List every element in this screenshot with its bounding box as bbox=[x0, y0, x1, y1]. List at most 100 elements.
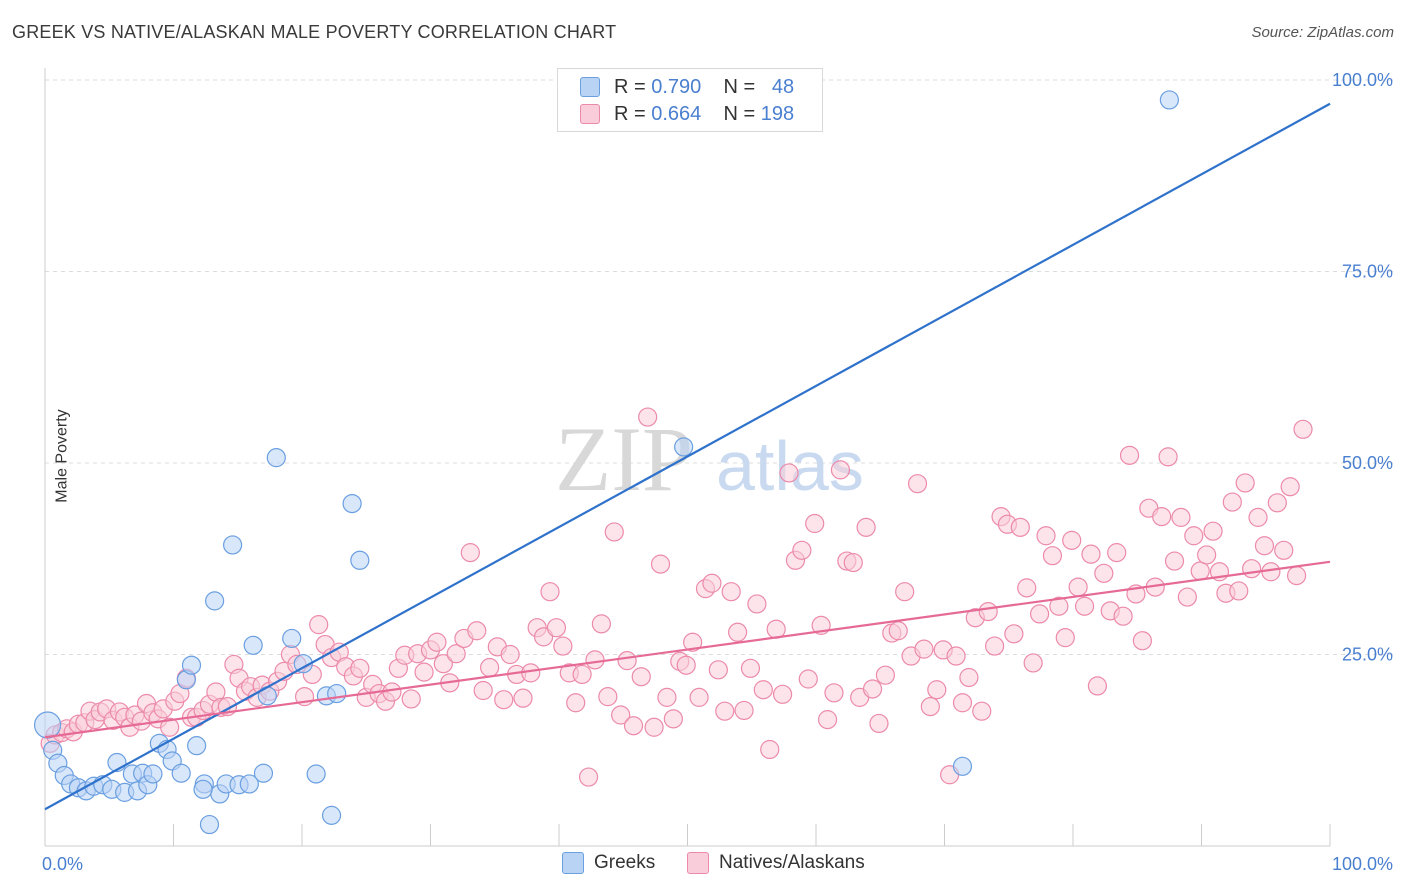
native-point bbox=[1286, 566, 1307, 586]
native-point bbox=[1081, 544, 1101, 564]
native-point bbox=[427, 632, 447, 652]
native-point bbox=[480, 657, 500, 678]
native-point bbox=[779, 463, 799, 483]
native-point bbox=[1152, 507, 1172, 527]
native-point bbox=[927, 680, 947, 700]
native-point bbox=[1235, 473, 1255, 493]
native-point bbox=[747, 594, 767, 614]
greek-point bbox=[952, 756, 973, 776]
native-point bbox=[553, 636, 573, 656]
legend-row-greeks: R = 0.790 N = 48 bbox=[580, 75, 794, 99]
tick-labels: 25.0% 50.0% 75.0% 100.0% 0.0% 100.0% bbox=[42, 70, 1393, 874]
greek-point bbox=[33, 711, 62, 739]
native-point bbox=[1017, 578, 1037, 598]
legend-r-greeks: 0.790 bbox=[651, 75, 702, 98]
native-point bbox=[382, 682, 402, 702]
greek-point bbox=[205, 591, 225, 611]
native-point bbox=[513, 688, 533, 708]
native-point bbox=[611, 705, 631, 725]
native-point bbox=[414, 662, 434, 682]
native-point bbox=[1023, 653, 1043, 673]
native-point bbox=[1190, 561, 1210, 581]
legend: R = 0.790 N = 48 R = 0.664 N = 198 bbox=[557, 68, 823, 132]
native-point bbox=[862, 679, 883, 699]
native-point bbox=[792, 540, 812, 560]
native-point bbox=[160, 717, 180, 737]
native-point bbox=[598, 687, 618, 707]
legend-n-natives: 198 bbox=[760, 102, 795, 125]
native-point bbox=[702, 573, 722, 593]
native-point bbox=[1248, 507, 1268, 527]
greek-point bbox=[181, 655, 202, 675]
native-point bbox=[728, 622, 748, 642]
greek-point bbox=[171, 763, 191, 783]
native-point bbox=[578, 767, 599, 787]
chart-title: GREEK VS NATIVE/ALASKAN MALE POVERTY COR… bbox=[12, 22, 617, 42]
native-point bbox=[1087, 676, 1108, 696]
bottom-label-greeks: Greeks bbox=[594, 852, 656, 873]
native-point bbox=[1280, 477, 1300, 497]
native-point bbox=[869, 713, 889, 734]
native-point bbox=[546, 618, 567, 638]
native-point bbox=[817, 710, 838, 730]
native-point bbox=[644, 717, 664, 737]
native-point bbox=[650, 554, 671, 574]
native-point bbox=[1062, 530, 1082, 550]
native-point bbox=[907, 474, 928, 494]
native-point bbox=[433, 654, 453, 674]
greek-point bbox=[674, 437, 694, 457]
native-point bbox=[888, 621, 908, 641]
native-point bbox=[959, 667, 979, 688]
native-point bbox=[1132, 631, 1152, 651]
native-point bbox=[623, 716, 644, 736]
legend-r-label: R = bbox=[614, 102, 646, 125]
native-point bbox=[1074, 596, 1095, 616]
native-point bbox=[1274, 540, 1294, 560]
native-point bbox=[1184, 526, 1204, 546]
native-point bbox=[350, 658, 370, 678]
native-point bbox=[638, 407, 658, 427]
native-point bbox=[721, 582, 741, 602]
native-point bbox=[1049, 596, 1069, 616]
native-point bbox=[631, 667, 651, 687]
native-point bbox=[1004, 624, 1024, 644]
greek-point bbox=[243, 635, 263, 655]
greek-point bbox=[193, 779, 213, 799]
native-point bbox=[1119, 445, 1140, 465]
native-trendline bbox=[44, 560, 1331, 739]
native-point bbox=[1254, 536, 1275, 556]
native-point bbox=[1042, 546, 1063, 566]
y-tick-label: 50.0% bbox=[1342, 453, 1393, 473]
native-point bbox=[689, 687, 709, 707]
native-point bbox=[494, 690, 514, 710]
native-point bbox=[895, 582, 915, 602]
legend-r-label: R = bbox=[614, 75, 646, 98]
watermark: ZIP atlas bbox=[555, 408, 864, 510]
native-point bbox=[972, 701, 992, 721]
native-point bbox=[1203, 521, 1223, 541]
greek-point bbox=[327, 683, 347, 704]
native-point bbox=[734, 700, 754, 721]
greek-point bbox=[350, 550, 370, 570]
bottom-swatch-natives bbox=[687, 852, 709, 874]
y-tick-label: 75.0% bbox=[1342, 262, 1393, 282]
legend-n-label: N = bbox=[723, 102, 756, 125]
native-point bbox=[446, 644, 466, 664]
greek-point bbox=[253, 763, 274, 783]
greek-point bbox=[306, 764, 326, 784]
native-point bbox=[657, 687, 677, 707]
native-point bbox=[830, 460, 851, 480]
native-point bbox=[914, 639, 934, 659]
watermark-zip: ZIP bbox=[555, 408, 693, 510]
native-point bbox=[798, 669, 818, 689]
legend-r-natives: 0.664 bbox=[651, 102, 702, 125]
bottom-label-natives: Natives/Alaskans bbox=[719, 852, 865, 873]
native-point bbox=[875, 665, 895, 685]
native-point bbox=[676, 655, 696, 675]
x-tick-label: 0.0% bbox=[42, 854, 83, 874]
bottom-legend-greeks: Greeks bbox=[562, 852, 655, 874]
native-point bbox=[591, 614, 612, 634]
x-tick-label: 100.0% bbox=[1332, 854, 1393, 874]
source-label: Source: ZipAtlas.com bbox=[1251, 24, 1394, 41]
native-point bbox=[805, 513, 825, 534]
